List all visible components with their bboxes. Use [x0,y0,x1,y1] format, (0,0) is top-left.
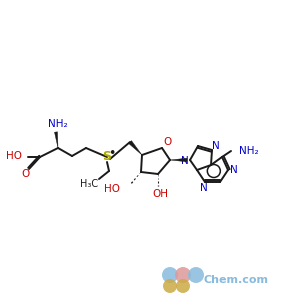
Text: O: O [163,137,171,147]
Polygon shape [128,141,142,155]
Text: N: N [212,141,220,151]
Text: O: O [22,169,30,179]
Circle shape [162,267,178,283]
Polygon shape [55,132,58,148]
Circle shape [176,279,190,293]
Circle shape [163,279,177,293]
Text: N: N [230,165,238,175]
Text: HO: HO [6,151,22,161]
Text: HO: HO [104,184,120,194]
Text: NH₂: NH₂ [48,119,68,129]
Polygon shape [170,158,187,162]
Text: N: N [181,156,189,166]
Text: H₃C: H₃C [80,179,98,189]
Text: OH: OH [152,189,168,199]
Text: Chem.com: Chem.com [204,275,269,285]
Circle shape [188,267,204,283]
Text: •: • [108,148,116,160]
Text: N: N [200,183,208,193]
Circle shape [175,267,191,283]
Text: NH₂: NH₂ [239,146,259,156]
Text: S: S [103,151,112,164]
